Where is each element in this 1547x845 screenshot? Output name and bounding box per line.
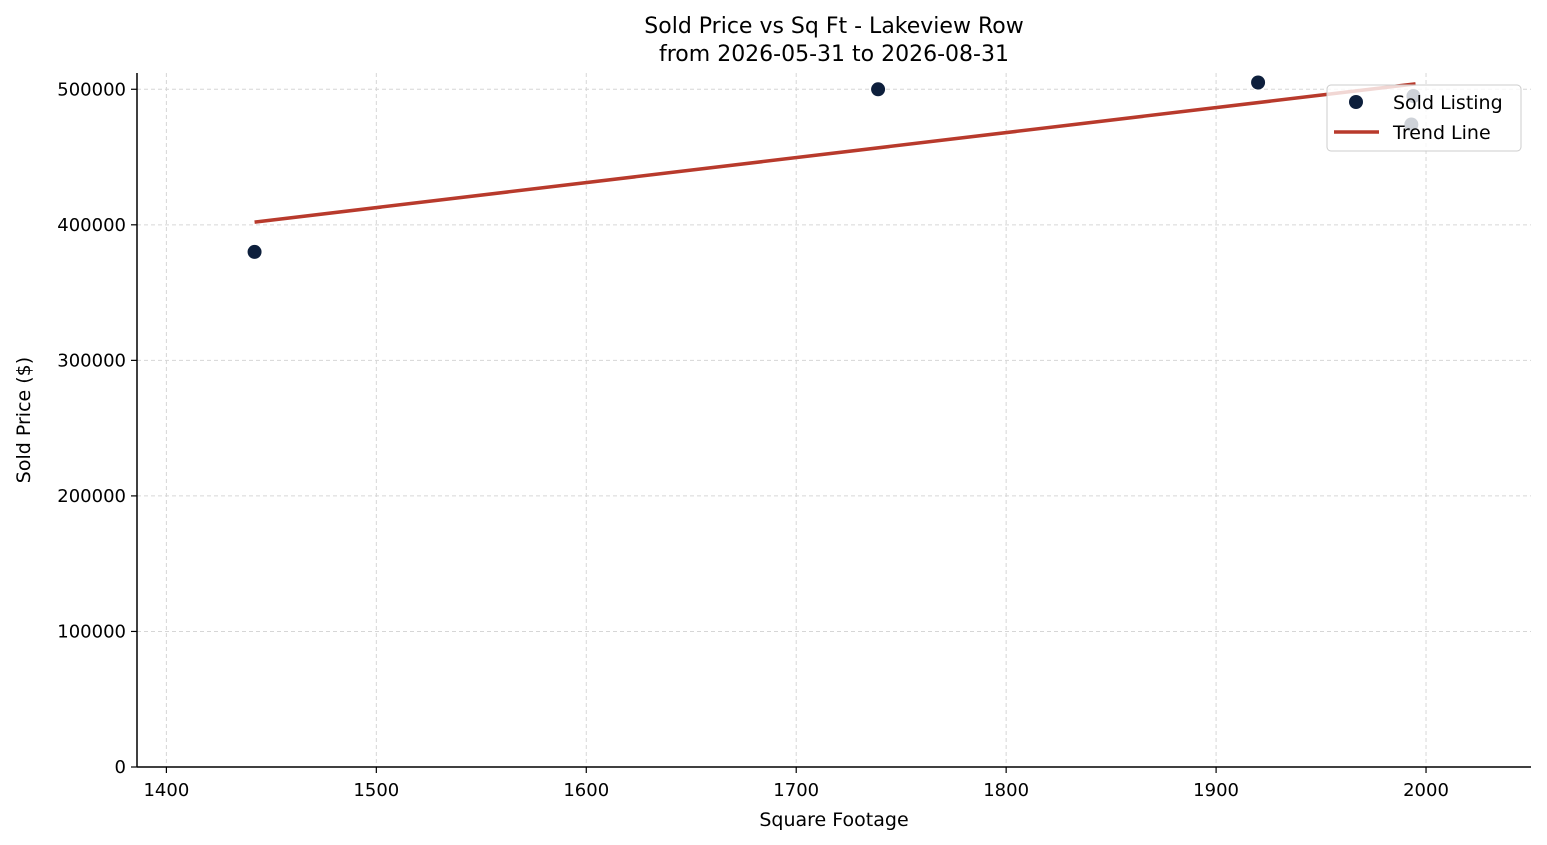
y-tick-label: 200000 [57,486,126,507]
scatter-point [1251,75,1266,90]
chart-subtitle: from 2026-05-31 to 2026-08-31 [659,42,1009,67]
x-tick-label: 1600 [563,780,609,801]
y-tick-label: 500000 [57,79,126,100]
x-tick-label: 1800 [983,780,1029,801]
x-tick-label: 1400 [143,780,189,801]
x-tick-label: 2000 [1403,780,1449,801]
y-tick-label: 100000 [57,621,126,642]
axes-layer: 1400 1500 1600 1700 1800 1900 2000 0 100000 20000… [57,73,1531,801]
trend-line [254,82,1416,224]
x-tick-label: 1900 [1193,780,1239,801]
y-tick-label: 0 [115,757,126,778]
x-tick-label: 1500 [353,780,399,801]
legend: Sold Listing Trend Line [1326,84,1522,152]
y-axis-title: Sold Price ($) [13,357,35,483]
grid-layer [137,73,1531,767]
legend-marker-scatter [1349,95,1363,109]
y-tick-label: 400000 [57,215,126,236]
scatter-point [247,244,262,259]
data-layer [247,75,1421,259]
scatter-point [871,82,886,97]
legend-label: Trend Line [1392,122,1491,144]
legend-box [1326,84,1522,152]
legend-label: Sold Listing [1393,92,1503,114]
chart-title: Sold Price vs Sq Ft - Lakeview Row [644,14,1023,39]
x-tick-label: 1700 [773,780,819,801]
y-tick-label: 300000 [57,350,126,371]
x-axis-title: Square Footage [759,809,908,831]
